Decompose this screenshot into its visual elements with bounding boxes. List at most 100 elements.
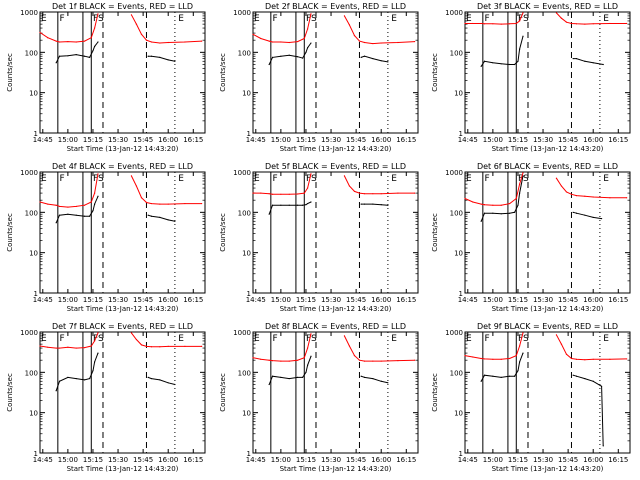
lld-data-point (167, 203, 169, 205)
lld-data-point (145, 345, 148, 347)
x-tick-label: 15:15 (508, 296, 528, 304)
events-data-point (271, 204, 274, 206)
x-tick-label: 15:45 (558, 136, 578, 144)
marker-label: F (60, 14, 65, 24)
x-tick-label: 14:45 (33, 296, 53, 304)
lld-data-point (75, 205, 77, 208)
marker-label: F (60, 334, 65, 344)
y-tick-label: 1 (247, 290, 251, 298)
y-axis-label: Counts/sec (219, 213, 227, 252)
lld-data-point (145, 39, 148, 41)
marker-label: E (254, 174, 260, 184)
events-data-point (380, 60, 382, 62)
lld-data-point (519, 183, 521, 185)
y-axis-label: Counts/sec (6, 373, 14, 412)
plot-frame (39, 171, 206, 294)
events-data-point (288, 54, 290, 56)
events-data-point (360, 375, 362, 377)
marker-label: F (485, 334, 490, 344)
events-data-point (572, 374, 574, 376)
chart-title: Det 4f BLACK = Events, RED = LLD (52, 162, 193, 171)
x-tick-label: 14:45 (458, 136, 478, 144)
marker-label: FS (518, 334, 529, 344)
y-tick-label: 100 (238, 209, 251, 217)
lld-data-point (464, 22, 466, 25)
x-tick-label: 16:00 (583, 456, 603, 464)
events-data-point (280, 376, 282, 378)
events-data-point (508, 375, 511, 377)
events-data-point (500, 213, 502, 215)
lld-data-point (307, 187, 309, 189)
y-tick-label: 1 (34, 450, 38, 458)
events-data-point (360, 203, 362, 205)
events-data-point (519, 192, 521, 194)
lld-data-point (372, 193, 374, 195)
marker-label: E (603, 334, 609, 344)
events-data-point (360, 56, 362, 58)
lld-data-point (252, 357, 254, 359)
plot-frame (464, 11, 631, 134)
events-data-point (89, 377, 91, 380)
events-data-point (522, 352, 524, 354)
lld-data-point (184, 202, 186, 205)
events-data-point (387, 382, 389, 384)
x-tick-label: 14:45 (33, 136, 53, 144)
x-tick-label: 16:00 (583, 296, 603, 304)
events-data-point (600, 385, 603, 387)
y-axis-label: Counts/sec (219, 373, 227, 412)
events-data-point (58, 380, 61, 382)
y-tick-label: 10 (242, 250, 251, 258)
x-axis-label: Start Time (13-Jan-12 14:43:20) (492, 305, 604, 313)
events-data-point (514, 63, 516, 66)
lld-series-line (252, 13, 312, 44)
x-axis-label: Start Time (13-Jan-12 14:43:20) (280, 145, 392, 153)
y-tick-label: 10 (29, 410, 38, 418)
x-tick-label: 14:45 (246, 456, 266, 464)
events-data-point (89, 215, 91, 217)
events-data-point (483, 60, 486, 62)
chart-title: Det 9f BLACK = Events, RED = LLD (477, 322, 618, 331)
lld-data-point (472, 356, 474, 358)
x-tick-label: 15:00 (58, 136, 78, 144)
lld-data-point (310, 173, 312, 175)
lld-data-point (592, 196, 594, 198)
lld-data-point (500, 204, 502, 206)
events-data-point (372, 57, 374, 60)
lld-series-line (343, 15, 415, 45)
events-data-point (492, 375, 494, 377)
x-tick-label: 16:00 (583, 136, 603, 144)
lld-data-point (380, 193, 382, 195)
events-series-line (361, 203, 388, 206)
events-data-point (67, 213, 69, 215)
lld-data-point (268, 193, 270, 195)
events-data-point (67, 376, 69, 378)
lld-data-point (397, 360, 399, 362)
lld-data-point (592, 358, 594, 360)
y-tick-label: 100 (25, 369, 38, 377)
y-axis-label: Counts/sec (431, 53, 439, 92)
chart-title: Det 5f BLACK = Events, RED = LLD (265, 162, 406, 171)
x-tick-label: 15:45 (558, 296, 578, 304)
plot-frame (252, 171, 419, 294)
x-tick-label: 14:45 (458, 296, 478, 304)
x-tick-label: 16:00 (371, 136, 391, 144)
lld-data-point (626, 22, 628, 25)
lld-data-point (508, 357, 511, 360)
lld-data-point (268, 40, 270, 42)
events-data-point (307, 47, 309, 49)
events-data-point (67, 55, 69, 57)
marker-label: F (273, 14, 278, 24)
events-data-point (514, 375, 516, 377)
lld-data-point (560, 343, 563, 345)
y-tick-label: 100 (238, 369, 251, 377)
x-axis-label: Start Time (13-Jan-12 14:43:20) (67, 305, 179, 313)
x-tick-label: 15:15 (508, 456, 528, 464)
lld-data-point (75, 41, 77, 43)
lld-data-point (268, 359, 270, 361)
lld-data-point (380, 360, 382, 362)
lld-data-point (97, 173, 99, 175)
panel-9: Det 9f BLACK = Events, RED = LLD 1 10 100 10… (431, 322, 631, 473)
lld-data-point (150, 41, 153, 43)
x-tick-label: 15:30 (533, 296, 553, 304)
marker-label: FS (306, 14, 317, 24)
